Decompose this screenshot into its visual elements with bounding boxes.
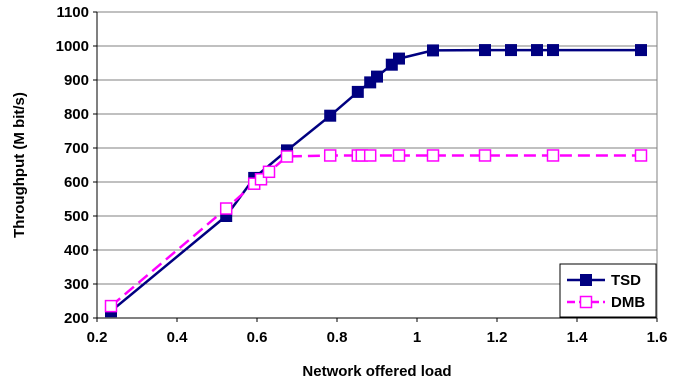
legend-box [559,263,657,318]
y-tick-label: 900 [64,72,89,89]
x-tick-labels: 0.2 0.4 0.6 0.8 1 1.2 1.4 1.6 [87,329,668,346]
data-point-tsd [351,85,364,98]
data-point-tsd [479,44,491,57]
data-point-tsd [393,52,405,65]
y-tick-label: 800 [64,106,89,123]
data-point-dmb [363,149,377,162]
data-point-dmb [323,149,337,162]
y-tick-label: 200 [64,310,89,327]
data-point-tsd [635,44,647,57]
x-tick-label: 0.4 [167,329,189,346]
data-point-dmb [254,173,268,186]
y-axis-title: Throughput (M bit/s) [11,92,28,238]
y-tick-label: 300 [64,276,89,293]
axes [93,11,658,322]
y-tick-label: 400 [64,242,89,259]
x-tick-label: 1.4 [567,329,589,346]
x-axis-title: Network offered load [302,363,451,380]
data-point-tsd [547,44,559,57]
legend-marker-tsd [580,274,592,286]
legend-label-tsd: TSD [611,272,641,289]
data-point-dmb [219,202,233,215]
data-point-dmb [392,149,406,162]
data-point-tsd [324,109,337,122]
data-point-tsd [427,44,439,57]
x-tick-label: 1 [413,329,421,346]
legend-label-dmb: DMB [611,294,645,311]
data-point-dmb [546,149,560,162]
y-tick-label: 600 [64,174,89,191]
data-point-tsd [531,44,543,57]
y-tick-label: 1100 [56,4,89,21]
x-tick-label: 1.6 [647,329,668,346]
x-tick-label: 0.8 [327,329,348,346]
data-point-tsd [385,58,398,71]
y-tick-label: 500 [64,208,89,225]
y-tick-label: 700 [64,140,89,157]
legend-marker-dmb [579,295,593,309]
x-tick-label: 1.2 [487,329,508,346]
y-tick-label: 1000 [56,38,89,55]
data-point-dmb [104,299,118,313]
x-tick-label: 0.2 [87,329,108,346]
legend: TSD DMB [559,263,657,318]
data-point-dmb [426,149,440,162]
data-point-dmb [280,150,294,163]
data-point-dmb [478,149,492,162]
x-tick-label: 0.6 [247,329,268,346]
data-point-dmb [634,149,648,162]
series-layer [104,44,648,318]
series-line-tsd [110,48,641,313]
data-point-tsd [505,44,517,57]
series-dmb [104,149,648,313]
data-point-dmb [262,165,276,179]
data-point-tsd [371,70,383,83]
y-tick-labels: 200 300 400 500 600 700 800 900 1000 1100 [56,4,89,327]
